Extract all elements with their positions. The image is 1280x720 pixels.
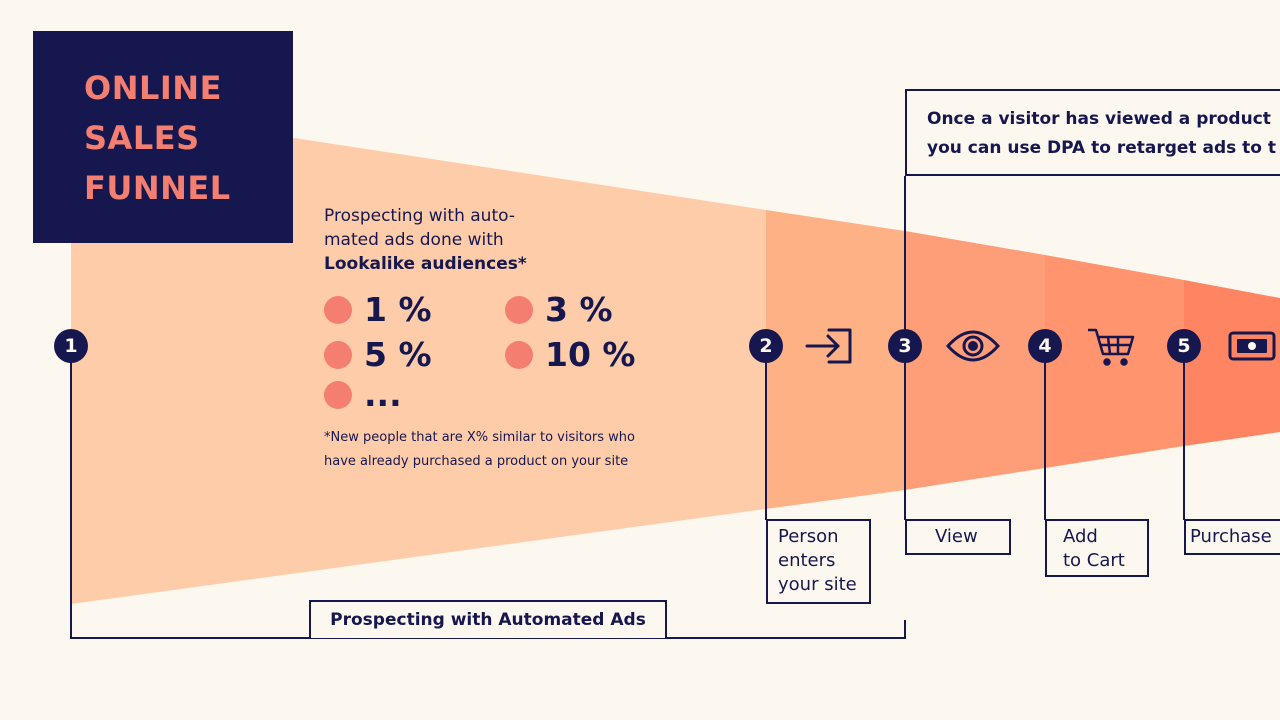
step-label-line: Person: [778, 526, 839, 547]
percentage-value: 5 %: [364, 335, 432, 374]
step-label-add-to-cart: Add to Cart: [1045, 519, 1149, 577]
bullet-dot: [324, 340, 352, 369]
footnote: *New people that are X% similar to visit…: [324, 426, 724, 474]
step-number-2: 2: [749, 329, 783, 363]
prospecting-line-2: mated ads done with: [324, 230, 504, 250]
percentage-item: 5 %: [324, 335, 432, 374]
step-label-enter: Person enters your site: [766, 519, 871, 604]
funnel-stage-enter: [766, 210, 905, 509]
step-number-1: 1: [54, 329, 88, 363]
step-number-4: 4: [1028, 329, 1062, 363]
bullet-dot: [505, 295, 533, 324]
step-label-purchase: Purchase: [1184, 519, 1280, 555]
step-label-line: Add: [1063, 526, 1098, 547]
prospecting-line-1: Prospecting with auto-: [324, 206, 515, 226]
title-line-1: ONLINE: [84, 69, 222, 107]
bullet-dot: [505, 340, 533, 369]
step-label-line: your site: [778, 574, 857, 595]
percentage-value: 10 %: [545, 335, 636, 374]
step-number-5: 5: [1167, 329, 1201, 363]
prospecting-line-3: Lookalike audiences*: [324, 254, 527, 274]
sign-in-icon: [805, 328, 852, 364]
retarget-note-line-1: Once a visitor has viewed a product: [927, 109, 1271, 129]
step-label-line: Purchase: [1190, 526, 1272, 547]
footnote-line-2: have already purchased a product on your…: [324, 454, 629, 469]
bullet-dot: [324, 380, 352, 409]
percentage-item: 3 %: [505, 290, 613, 329]
step-label-line: enters: [778, 550, 836, 571]
percentage-item: ...: [324, 375, 402, 414]
retarget-note-line-2: you can use DPA to retarget ads to t: [927, 138, 1276, 158]
bracket-line: [70, 346, 906, 639]
step-label-view: View: [905, 519, 1011, 555]
footnote-line-1: *New people that are X% similar to visit…: [324, 430, 635, 445]
title-box: ONLINE SALES FUNNEL: [33, 31, 293, 243]
step-label-line: to Cart: [1063, 550, 1125, 571]
bottom-label: Prospecting with Automated Ads: [309, 600, 667, 638]
cash-icon: [1228, 331, 1276, 361]
prospecting-description: Prospecting with auto- mated ads done wi…: [324, 204, 624, 276]
title-line-3: FUNNEL: [84, 169, 231, 207]
percentage-value: 1 %: [364, 290, 432, 329]
retarget-note: Once a visitor has viewed a product you …: [905, 89, 1280, 176]
title-line-2: SALES: [84, 119, 200, 157]
funnel-stage-cart: [1045, 255, 1184, 468]
percentage-item: 10 %: [505, 335, 635, 374]
funnel-stage-purchase: [1184, 280, 1280, 446]
percentage-value: ...: [364, 375, 402, 414]
percentage-item: 1 %: [324, 290, 432, 329]
percentage-value: 3 %: [545, 290, 613, 329]
cart-icon: [1088, 328, 1135, 366]
eye-icon: [945, 330, 1001, 362]
step-number-3: 3: [888, 329, 922, 363]
step-label-line: View: [935, 526, 978, 547]
bullet-dot: [324, 295, 352, 324]
